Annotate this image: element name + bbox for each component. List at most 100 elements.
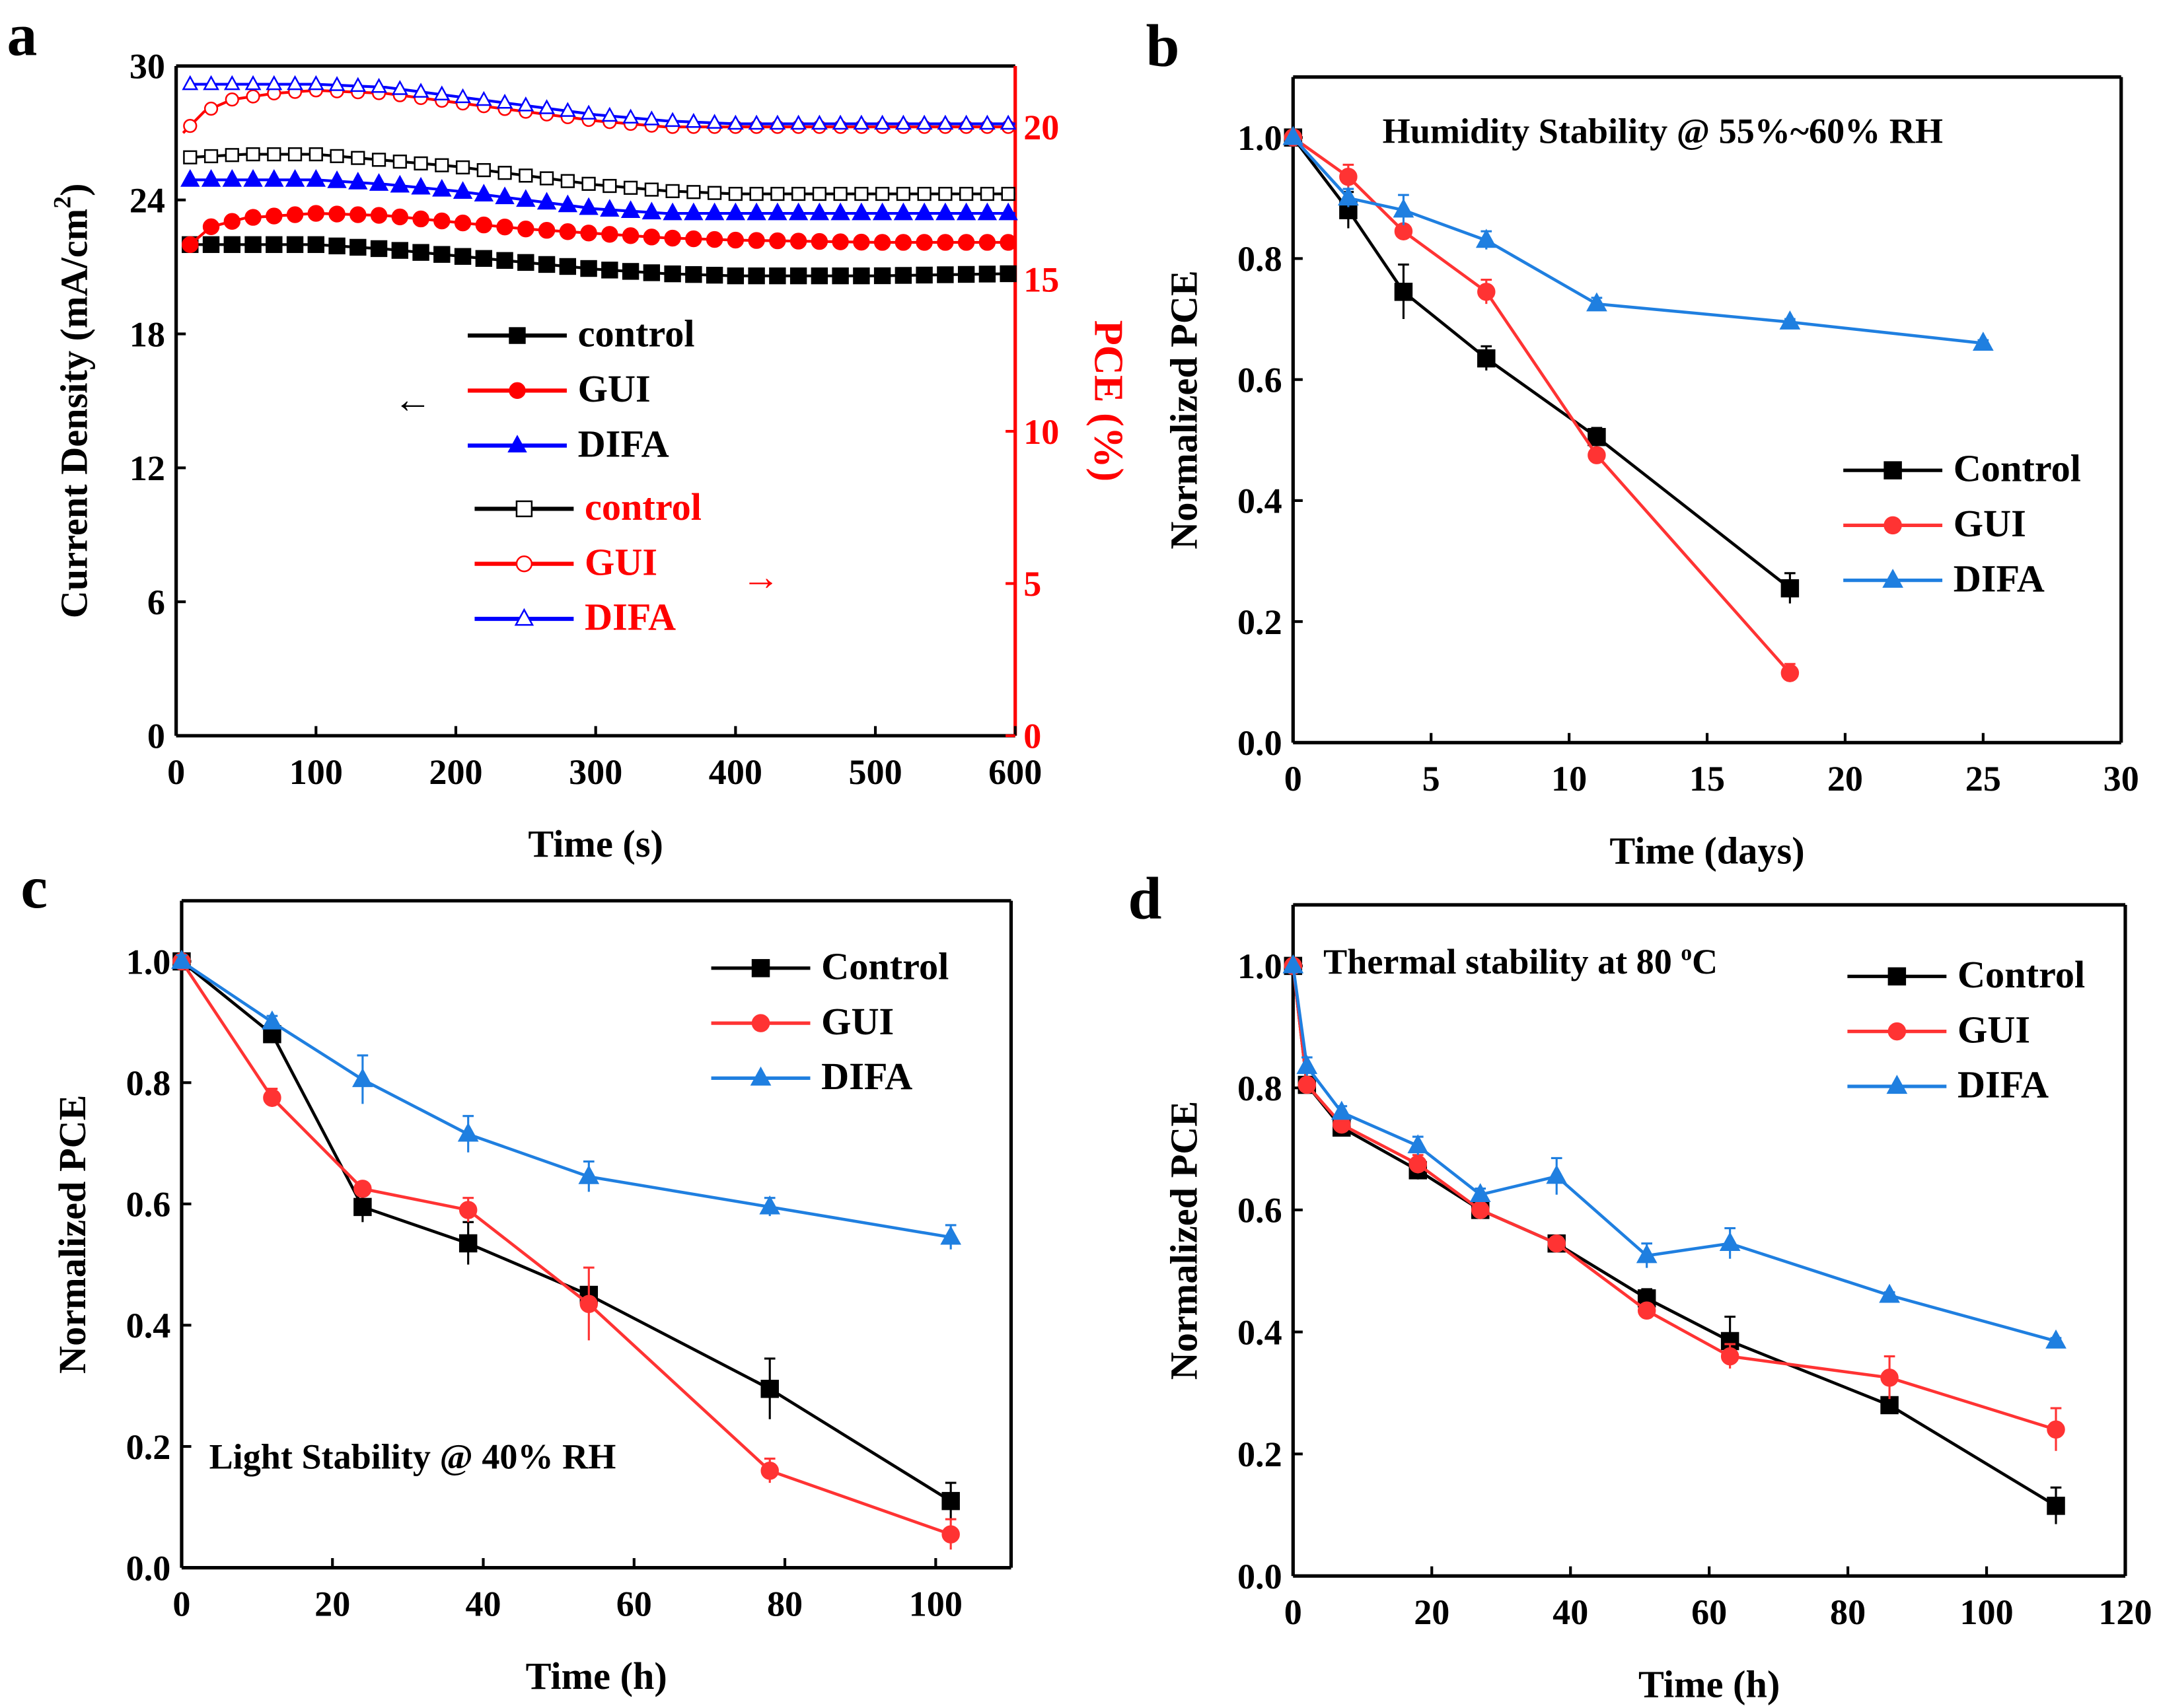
marker-triangle: [348, 172, 368, 190]
x-axis-label: Time (s): [528, 822, 663, 865]
marker-square: [1394, 283, 1413, 301]
marker-triangle: [956, 202, 976, 221]
marker-circle: [266, 207, 283, 225]
marker-square: [353, 1197, 372, 1217]
marker-triangle: [1586, 292, 1607, 312]
marker-square: [770, 186, 785, 201]
marker-square: [875, 186, 890, 201]
marker-triangle: [747, 202, 766, 221]
marker-square: [1000, 265, 1017, 283]
series-control: [183, 147, 1015, 201]
marker-square: [1477, 349, 1496, 368]
marker-square: [246, 147, 260, 162]
marker-circle: [706, 231, 723, 248]
marker-square: [664, 265, 681, 283]
legend-label: Control: [1954, 447, 2081, 490]
marker-circle: [1720, 1347, 1739, 1366]
marker-square: [515, 500, 533, 518]
marker-square: [223, 236, 240, 254]
marker-triangle: [768, 202, 787, 221]
legend-label: GUI: [821, 1000, 894, 1043]
y-tick-label: 0.2: [126, 1427, 171, 1467]
marker-triangle: [1407, 1134, 1429, 1154]
marker-triangle: [788, 202, 809, 221]
y-right-tick-label: 5: [1023, 564, 1041, 604]
marker-triangle: [307, 75, 324, 90]
marker-square: [686, 185, 701, 199]
y-tick-label: 0.8: [1237, 239, 1282, 279]
marker-circle: [517, 220, 534, 238]
legend-label: DIFA: [821, 1055, 912, 1098]
marker-square: [244, 236, 262, 254]
marker-circle: [769, 232, 786, 250]
marker-circle: [1477, 283, 1496, 301]
marker-triangle: [433, 85, 451, 101]
x-tick-label: 300: [569, 752, 622, 792]
y-tick-label: 0.0: [126, 1548, 171, 1588]
marker-circle: [685, 230, 702, 248]
series-line: [1292, 966, 2057, 1343]
marker-square: [371, 153, 386, 167]
chart-annotation: Light Stability @ 40% RH: [209, 1437, 616, 1477]
series-line: [1292, 966, 2057, 1431]
marker-circle: [1887, 1022, 1907, 1041]
marker-square: [727, 267, 745, 285]
marker-square: [183, 150, 198, 164]
marker-triangle: [1886, 1075, 1908, 1094]
marker-square: [2047, 1497, 2065, 1515]
marker-circle: [1394, 222, 1413, 240]
marker-triangle: [1393, 198, 1414, 218]
marker-square: [811, 267, 828, 285]
marker-triangle: [1779, 310, 1801, 330]
marker-circle: [225, 92, 239, 107]
y-axis-label: Current Density (mA/cm2): [49, 184, 95, 619]
marker-circle: [873, 234, 891, 251]
marker-triangle: [455, 88, 471, 104]
marker-square: [286, 236, 304, 254]
marker-triangle: [475, 90, 492, 106]
marker-triangle: [496, 93, 513, 109]
legend-label: GUI: [585, 540, 657, 583]
marker-square: [391, 242, 409, 259]
marker-circle: [509, 382, 526, 400]
marker-circle: [370, 207, 388, 224]
x-tick-label: 400: [709, 752, 762, 792]
series-gui: [182, 83, 1015, 134]
marker-triangle: [352, 1068, 373, 1087]
marker-circle: [895, 234, 912, 251]
legend-label: GUI: [1957, 1008, 2030, 1051]
marker-circle: [1471, 1201, 1490, 1219]
marker-circle: [328, 205, 346, 223]
marker-square: [455, 160, 470, 175]
marker-triangle: [371, 77, 387, 93]
legend-label: control: [585, 485, 702, 528]
marker-triangle: [1469, 1183, 1491, 1203]
x-tick-label: 100: [289, 752, 343, 792]
marker-triangle: [643, 110, 660, 125]
marker-circle: [1000, 234, 1017, 251]
left-axis-arrow: ←: [394, 378, 432, 421]
marker-triangle: [1475, 229, 1497, 248]
marker-triangle: [663, 202, 682, 221]
x-axis-label: Time (days): [1609, 830, 1804, 872]
x-tick-label: 120: [2098, 1592, 2152, 1632]
marker-triangle: [704, 202, 725, 221]
marker-triangle: [1282, 954, 1304, 974]
marker-triangle: [706, 114, 723, 129]
marker-square: [1780, 579, 1800, 598]
x-axis-label: Time (h): [526, 1655, 667, 1697]
marker-triangle: [244, 75, 262, 90]
y-tick-label: 0.6: [1237, 1191, 1282, 1230]
marker-circle: [307, 205, 325, 222]
marker-triangle: [750, 1066, 772, 1086]
marker-triangle: [223, 75, 240, 90]
marker-triangle: [201, 168, 221, 187]
marker-circle: [664, 229, 681, 247]
series-line: [1292, 136, 1792, 674]
y-tick-label: 0.8: [126, 1063, 171, 1103]
marker-triangle: [203, 75, 219, 90]
panel-label: d: [1128, 865, 1161, 932]
x-tick-label: 100: [1959, 1592, 2013, 1632]
marker-triangle: [809, 202, 830, 221]
panel-d: d 0 20 40 60 80 100 120 0.0 0.2 0.4 0.6 0.8 1.0 Time (…: [1128, 865, 2152, 1705]
